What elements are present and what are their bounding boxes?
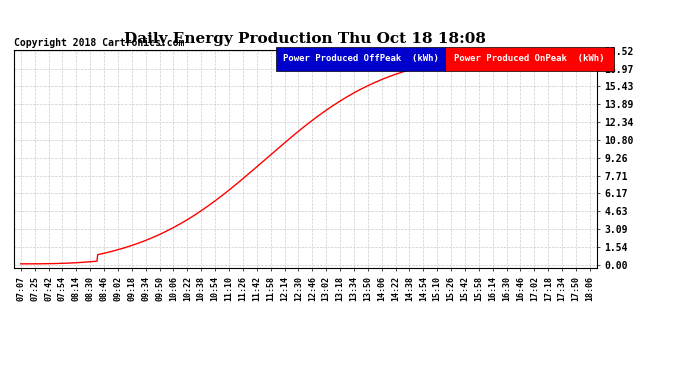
Title: Daily Energy Production Thu Oct 18 18:08: Daily Energy Production Thu Oct 18 18:08 <box>124 32 486 45</box>
Text: Power Produced OnPeak  (kWh): Power Produced OnPeak (kWh) <box>454 54 605 63</box>
Text: Copyright 2018 Cartronics.com: Copyright 2018 Cartronics.com <box>14 38 184 48</box>
Text: Power Produced OffPeak  (kWh): Power Produced OffPeak (kWh) <box>283 54 438 63</box>
